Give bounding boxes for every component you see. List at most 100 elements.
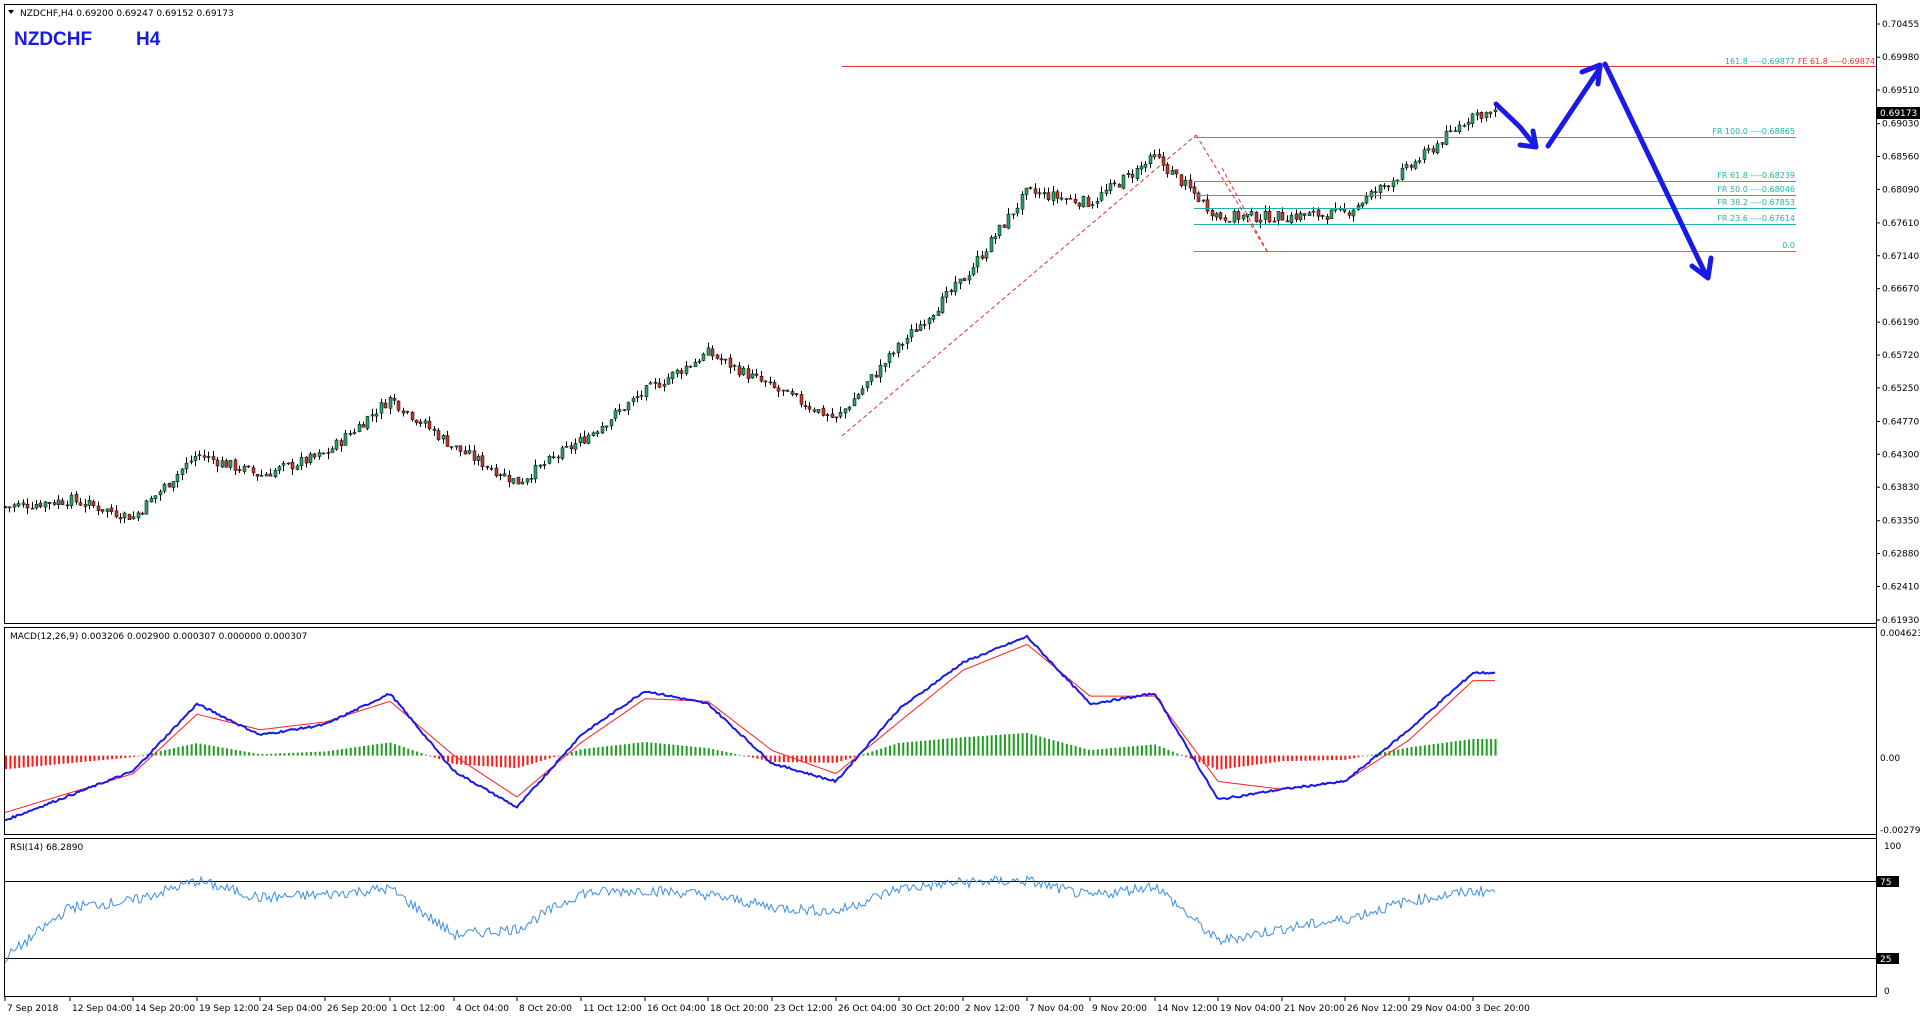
time-axis-label: 1 Oct 12:00	[392, 1004, 445, 1014]
trend-lines	[841, 134, 1269, 437]
candle-body	[1139, 165, 1144, 170]
macd-histogram-bar	[725, 752, 728, 756]
candle-body	[352, 431, 357, 434]
candle-body	[180, 468, 185, 475]
macd-histogram-bar	[1118, 747, 1121, 756]
macd-histogram-bar	[1406, 747, 1409, 756]
macd-histogram-bar	[411, 750, 414, 756]
time-axis-label: 26 Sep 20:00	[327, 1004, 387, 1014]
macd-histogram-bar	[199, 743, 202, 756]
macd-histogram-bar	[305, 752, 308, 756]
macd-histogram-bar	[1216, 755, 1219, 770]
time-axis-label: 9 Nov 20:00	[1092, 1004, 1147, 1014]
trend-line-down	[1195, 134, 1269, 254]
price-axis: 0.70455 0.69980 0.69510 0.69030 0.68560 0.680…	[1876, 20, 1919, 626]
time-axis-label: 23 Oct 12:00	[774, 1004, 833, 1014]
candle-body	[264, 474, 269, 477]
macd-histogram-bar	[137, 755, 140, 757]
macd-histogram-bar	[584, 748, 587, 756]
candle-body	[193, 455, 198, 461]
candle-body	[1417, 160, 1422, 163]
price-axis-label: 0.61930	[1882, 616, 1919, 626]
chart-menu-icon[interactable]	[8, 10, 14, 14]
candle-body	[706, 347, 711, 356]
macd-histogram-bar	[1264, 755, 1267, 764]
macd-histogram-bar	[261, 754, 264, 756]
candle-body	[427, 421, 432, 430]
macd-histogram-bar	[1163, 748, 1166, 756]
macd-histogram-bar	[314, 751, 317, 756]
candle-body	[1042, 192, 1047, 195]
candle-body	[480, 455, 485, 467]
candle-body	[896, 342, 901, 353]
macd-histogram-bar	[1251, 755, 1254, 766]
candle-body	[410, 411, 415, 420]
time-axis-label: 2 Nov 12:00	[965, 1004, 1020, 1014]
candle-body	[1373, 191, 1378, 193]
candle-body	[383, 402, 388, 409]
price-axis-label: 0.62410	[1882, 582, 1919, 592]
macd-histogram-bar	[1074, 746, 1077, 756]
macd-histogram-bar	[911, 741, 914, 756]
candle-body	[308, 453, 313, 464]
candle-body	[1320, 214, 1325, 217]
candle-body	[666, 377, 671, 385]
candle-body	[560, 447, 565, 459]
price-axis-label: 0.62880	[1882, 550, 1919, 560]
macd-histogram-bar	[862, 754, 865, 756]
macd-histogram-bar	[168, 749, 171, 756]
candle-body	[529, 478, 534, 480]
macd-histogram-bar	[35, 755, 38, 767]
macd-histogram-bar	[22, 755, 25, 768]
macd-histogram-bar	[1300, 755, 1303, 761]
macd-histogram-bar	[1207, 755, 1210, 766]
candle-body	[944, 291, 949, 298]
macd-histogram-bar	[1096, 749, 1099, 756]
price-axis-label: 0.66190	[1882, 318, 1919, 328]
macd-histogram-bar	[1149, 744, 1152, 756]
time-axis-label: 7 Nov 04:00	[1029, 1004, 1084, 1014]
macd-histogram-bar	[1079, 747, 1082, 756]
candle-body	[1245, 213, 1250, 217]
candle-body	[184, 462, 189, 470]
candle-body	[1316, 209, 1321, 217]
candle-body	[909, 329, 914, 338]
candle-body	[812, 409, 817, 412]
macd-histogram-bar	[530, 755, 533, 764]
candle-body	[551, 456, 556, 458]
candle-body	[1033, 188, 1038, 194]
candle-body	[136, 512, 141, 519]
macd-histogram-bar	[124, 755, 127, 758]
candle-body	[1267, 210, 1272, 223]
macd-histogram-bar	[1379, 752, 1382, 756]
macd-histogram-bar	[1468, 739, 1471, 756]
candle-body	[47, 502, 52, 504]
candle-body	[463, 450, 468, 455]
macd-histogram-bar	[106, 755, 109, 760]
candle-body	[900, 344, 905, 346]
candle-body	[684, 365, 689, 374]
macd-histogram-bar	[1070, 744, 1073, 756]
macd-histogram-bar	[181, 746, 184, 756]
candle-body	[887, 353, 892, 363]
symbol-label: NZDCHF	[14, 29, 92, 50]
candle-body	[56, 499, 61, 505]
candle-body	[586, 434, 591, 444]
macd-histogram-bar	[1233, 755, 1236, 768]
candle-body	[489, 468, 494, 470]
candle-body	[922, 324, 927, 326]
macd-histogram-bar	[827, 755, 830, 763]
macd-histogram-bar	[1238, 755, 1241, 767]
macd-histogram-bar	[866, 752, 869, 756]
candle-body	[25, 503, 30, 509]
macd-histogram-bar	[469, 755, 472, 766]
macd-histogram-bar	[632, 743, 635, 756]
macd-histogram-bar	[226, 748, 228, 756]
candle-body	[1081, 196, 1086, 208]
macd-histogram-bar	[796, 755, 799, 763]
macd-histogram-bar	[1198, 755, 1201, 763]
macd-histogram-bar	[835, 755, 838, 763]
candle-body	[1006, 213, 1011, 229]
macd-histogram-bar	[508, 755, 511, 768]
macd-histogram-bar	[327, 750, 330, 756]
